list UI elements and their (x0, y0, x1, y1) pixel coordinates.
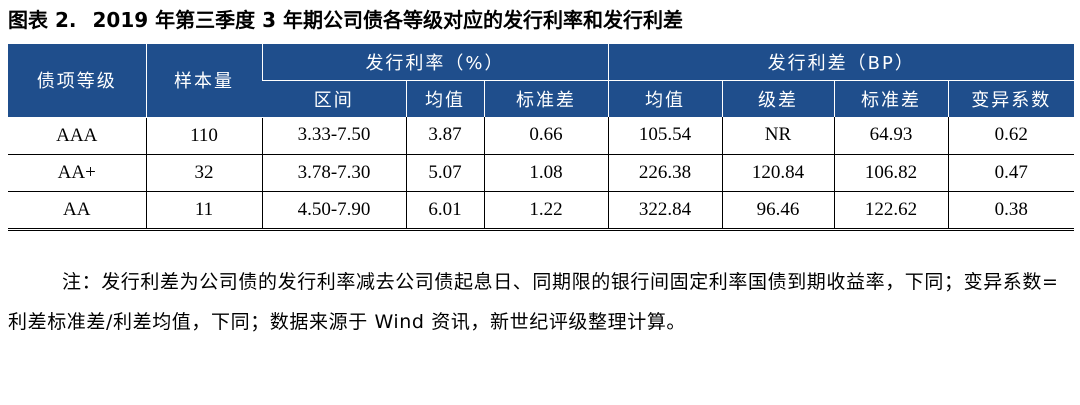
cell-rate-range: 4.50-7.90 (261, 191, 406, 231)
cell-rate-range: 3.78-7.30 (261, 154, 406, 192)
cell-sample-size: 11 (145, 191, 262, 231)
cell-rate-mean: 3.87 (405, 117, 484, 155)
cell-rate-mean: 6.01 (405, 191, 484, 231)
cell-spread-mean: 105.54 (607, 117, 722, 155)
header-issue-spread: 发行利差（BP） (607, 44, 1075, 81)
cell-grade: AAA (8, 117, 146, 155)
header-rate-std: 标准差 (483, 80, 608, 117)
header-rate-range: 区间 (262, 80, 406, 117)
cell-grade: AA (8, 191, 146, 231)
cell-spread-diff: 120.84 (721, 154, 834, 192)
cell-spread-std: 122.62 (833, 191, 948, 231)
table-row: AA+ 32 3.78-7.30 5.07 1.08 226.38 120.84… (8, 154, 1075, 192)
header-spread-diff: 级差 (721, 80, 834, 117)
cell-spread-mean: 322.84 (607, 191, 722, 231)
table-title: 图表 2. 2019 年第三季度 3 年期公司债各等级对应的发行利率和发行利差 (8, 4, 683, 33)
bond-rate-table: 债项等级 样本量 发行利率（%） 发行利差（BP） 区间 均值 标准差 均值 级… (8, 44, 1075, 231)
header-issue-rate: 发行利率（%） (261, 44, 608, 81)
note-text: 注：发行利差为公司债的发行利率减去公司债起息日、同期限的银行间固定利率国债到期收… (8, 271, 1059, 333)
header-spread-cv: 变异系数 (947, 80, 1075, 117)
header-rate-mean: 均值 (405, 80, 484, 117)
cell-spread-std: 64.93 (833, 117, 948, 155)
cell-spread-std: 106.82 (833, 154, 948, 192)
cell-spread-diff: 96.46 (721, 191, 834, 231)
header-spread-mean: 均值 (607, 80, 722, 117)
cell-rate-range: 3.33-7.50 (261, 117, 406, 155)
cell-rate-std: 0.66 (483, 117, 608, 155)
cell-spread-cv: 0.47 (947, 154, 1075, 192)
cell-spread-cv: 0.38 (947, 191, 1075, 231)
cell-rate-std: 1.22 (483, 191, 608, 231)
figure-title-text: 2019 年第三季度 3 年期公司债各等级对应的发行利率和发行利差 (92, 8, 683, 32)
cell-grade: AA+ (8, 154, 146, 192)
cell-sample-size: 32 (145, 154, 262, 192)
figure-label: 图表 2. (8, 8, 77, 32)
header-sample-size: 样本量 (145, 44, 262, 118)
cell-spread-mean: 226.38 (607, 154, 722, 192)
header-spread-std: 标准差 (833, 80, 948, 117)
header-grade: 债项等级 (8, 44, 146, 118)
cell-spread-diff: NR (721, 117, 834, 155)
table-note: 注：发行利差为公司债的发行利率减去公司债起息日、同期限的银行间固定利率国债到期收… (8, 262, 1074, 342)
cell-sample-size: 110 (145, 117, 262, 155)
cell-rate-mean: 5.07 (405, 154, 484, 192)
table-row: AA 11 4.50-7.90 6.01 1.22 322.84 96.46 1… (8, 191, 1075, 231)
cell-rate-std: 1.08 (483, 154, 608, 192)
cell-spread-cv: 0.62 (947, 117, 1075, 155)
table-row: AAA 110 3.33-7.50 3.87 0.66 105.54 NR 64… (8, 117, 1075, 155)
